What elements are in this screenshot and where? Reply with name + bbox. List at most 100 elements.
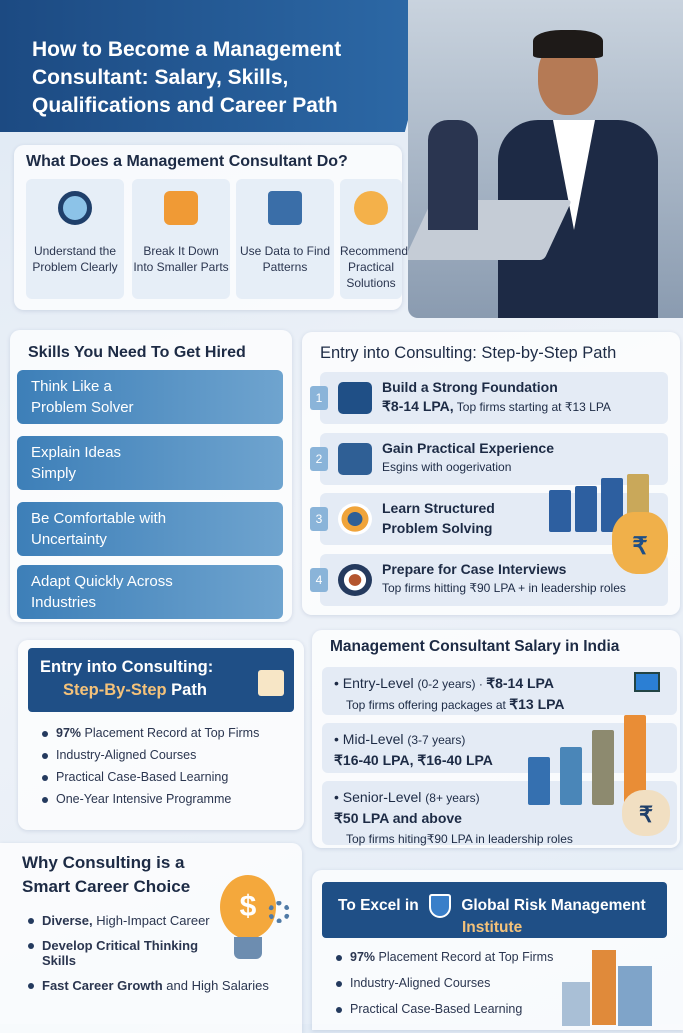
step-title: Prepare for Case Interviews (382, 561, 567, 577)
magnifier-icon (58, 191, 92, 225)
data-chart-icon (268, 191, 302, 225)
step-number: 2 (310, 447, 328, 471)
step-range: ₹8-14 LPA, (382, 398, 454, 414)
money-bag-icon: ₹ (612, 512, 668, 574)
consultant-photo (408, 0, 683, 318)
program-list: 97% Placement Record at Top Firms Indust… (40, 726, 259, 814)
why-list: Diverse, High-Impact Career Develop Crit… (26, 913, 269, 1001)
level-range: ₹16-40 LPA, ₹16-40 LPA (334, 752, 493, 768)
what-tile: Use Data to Find Patterns (236, 179, 334, 299)
program-banner: Entry into Consulting: Step-By-Step Path (28, 648, 294, 712)
skills-card: Skills You Need To Get Hired Think Like … (10, 330, 292, 622)
title-line: Consultant: Salary, Skills, (32, 66, 289, 89)
separator: · (475, 677, 487, 691)
tile-label: Understand the Problem Clearly (32, 244, 118, 274)
item-text: Industry-Aligned Courses (56, 748, 197, 762)
item-bold: 97% (56, 726, 82, 740)
shield-icon (429, 894, 451, 918)
what-heading: What Does a Management Consultant Do? (26, 153, 348, 170)
puzzle-icon (164, 191, 198, 225)
salary-level: • Entry-Level (0-2 years) · ₹8-14 LPA Top… (322, 667, 677, 715)
building-icon (618, 966, 652, 1026)
level-name: Entry-Level (342, 675, 414, 691)
program-item: 97% Placement Record at Top Firms (40, 726, 259, 740)
institute-name-line2: Institute (462, 919, 523, 936)
item-bold: Diverse, (42, 913, 93, 928)
briefcase-icon (338, 443, 372, 475)
title-banner: How to Become a Management Consultant: S… (0, 0, 440, 132)
level-name: Mid-Level (342, 731, 404, 747)
target-arrow-icon (338, 564, 372, 596)
path-step: 1 Build a Strong Foundation ₹8-14 LPA, Top… (310, 372, 668, 424)
program-heading-rest: Path (166, 681, 207, 699)
program-card: Entry into Consulting: Step-By-Step Path… (18, 640, 304, 830)
program-heading-accent: Step-By-Step (63, 681, 167, 699)
title-line: How to Become a Management (32, 38, 342, 61)
item-text: Practical Case-Based Learning (350, 1002, 523, 1016)
path-step: 4 Prepare for Case Interviews Top firms hi… (310, 554, 668, 606)
item-text: Practical Case-Based Learning (56, 770, 229, 784)
path-card: Entry into Consulting: Step-by-Step Path… (302, 332, 680, 615)
what-tile: Break It Down Into Smaller Parts (132, 179, 230, 299)
step-title: Gain Practical Experience (382, 440, 554, 456)
level-name: Senior-Level (342, 789, 422, 805)
why-heading: Why Consulting is a Smart Career Choice (22, 851, 190, 899)
why-item: Fast Career Growth and High Salaries (26, 978, 296, 993)
item-bold: Fast Career Growth (42, 978, 163, 993)
institute-item: Practical Case-Based Learning (334, 1002, 553, 1016)
step-sub: Esgins with oogerivation (382, 460, 512, 474)
institute-name: Global Risk Management (461, 897, 646, 915)
skill-label: Think Like a Problem Solver (31, 378, 134, 416)
institute-banner: To Excel in Global Risk Management Insti… (322, 882, 667, 938)
institute-item: 97% Placement Record at Top Firms (334, 950, 553, 964)
institute-prefix: To Excel in (338, 897, 419, 915)
skill-item: Be Comfortable with Uncertainty (17, 502, 283, 556)
what-card: What Does a Management Consultant Do? Un… (14, 145, 408, 310)
item-text: Industry-Aligned Courses (350, 976, 491, 990)
skill-label: Explain Ideas Simply (31, 444, 122, 482)
step-sub: Top firms starting at ₹13 LPA (453, 400, 611, 414)
salary-level: • Senior-Level (8+ years) ₹50 LPA and abo… (322, 781, 677, 846)
program-heading: Entry into Consulting: (40, 658, 214, 676)
lightbulb-hand-icon (354, 191, 388, 225)
why-heading-line: Smart Career Choice (22, 877, 191, 896)
item-text: High-Impact Career (92, 913, 210, 928)
skills-heading: Skills You Need To Get Hired (28, 344, 246, 361)
institute-card: To Excel in Global Risk Management Insti… (312, 870, 683, 1030)
skill-label: Adapt Quickly Across Industries (31, 573, 173, 611)
salary-heading: Management Consultant Salary in India (330, 638, 620, 655)
target-icon (338, 503, 372, 535)
salary-bars-graphic (526, 700, 656, 805)
level-note-bold: ₹13 LPA (509, 696, 565, 712)
level-years: (0-2 years) (417, 677, 476, 691)
tile-label: Use Data to Find Patterns (239, 244, 331, 274)
salary-level: • Mid-Level (3-7 years) ₹16-40 LPA, ₹16-4… (322, 723, 677, 773)
salary-card: Management Consultant Salary in India • … (312, 630, 680, 848)
item-bold: Develop Critical Thinking Skills (42, 938, 199, 968)
money-bag-icon: ₹ (622, 790, 670, 836)
why-card: Why Consulting is a Smart Career Choice D… (0, 843, 302, 1033)
bulb-base-icon (234, 937, 262, 959)
skill-item: Explain Ideas Simply (17, 436, 283, 490)
path-heading: Entry into Consulting: Step-by-Step Path (320, 344, 617, 362)
building-icon (592, 950, 616, 1025)
step-number: 4 (310, 568, 328, 592)
graduation-cap-icon (338, 382, 372, 414)
path-step: 2 Gain Practical Experience Esgins with oo… (310, 433, 668, 485)
gear-icon (268, 901, 290, 923)
item-text: Placement Record at Top Firms (375, 950, 554, 964)
tile-label: Recommend Practical Solutions (340, 244, 409, 290)
title-line: Qualifications and Career Path (32, 94, 338, 117)
skill-label: Be Comfortable with Uncertainty (31, 510, 167, 548)
item-bold: 97% (350, 950, 376, 964)
level-note: Top firms offering packages at (346, 698, 510, 712)
step-title: Learn Structured Problem Solving (382, 500, 495, 536)
building-icon (562, 982, 590, 1026)
program-item: Industry-Aligned Courses (40, 748, 259, 762)
item-text: and High Salaries (162, 978, 269, 993)
presentation-board-icon (258, 670, 284, 696)
lightbulb-dollar-icon: $ (220, 875, 276, 939)
tile-label: Break It Down Into Smaller Parts (133, 244, 229, 274)
program-item: One-Year Intensive Programme (40, 792, 259, 806)
skill-item: Adapt Quickly Across Industries (17, 565, 283, 619)
